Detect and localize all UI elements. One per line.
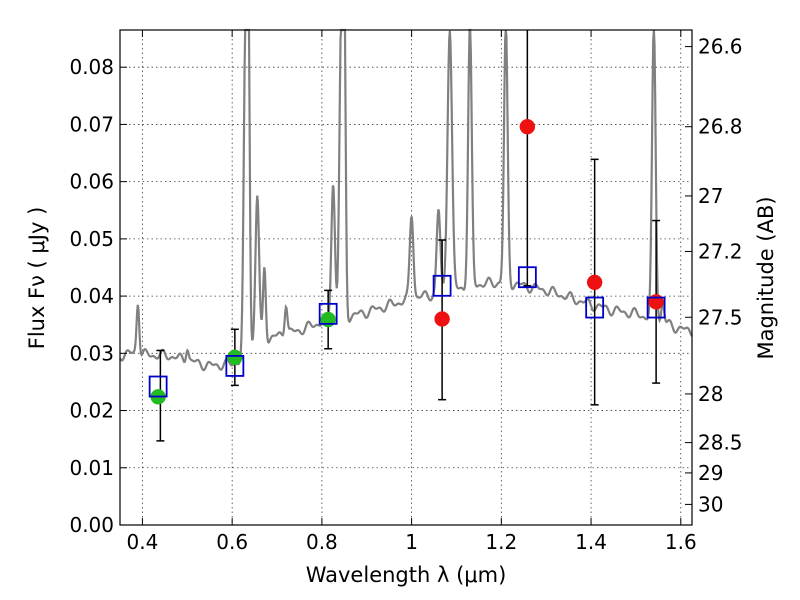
marker-layer bbox=[148, 118, 666, 405]
right-tick-label: 28.5 bbox=[698, 431, 743, 455]
x-tick-label: 0.8 bbox=[306, 530, 338, 554]
observed-flux-point bbox=[586, 274, 603, 291]
x-tick-label: 0.6 bbox=[216, 530, 248, 554]
right-tick-label: 29 bbox=[698, 461, 723, 485]
spectrum-layer bbox=[119, 28, 693, 372]
right-tick-label: 26.6 bbox=[698, 35, 743, 59]
y-tick-label: 0.02 bbox=[69, 399, 114, 423]
right-axis-title: Magnitude (AB) bbox=[754, 196, 778, 359]
observed-flux-point bbox=[434, 311, 450, 327]
right-tick-label: 27.5 bbox=[698, 305, 743, 329]
axis-ticks: 0.4 0.6 0.8 1 1.2 1.4 1.6 0.00 0.01 0.02 0.03 0.04 0… bbox=[69, 30, 743, 554]
y-tick-label: 0.05 bbox=[69, 227, 114, 251]
model-photometry-square bbox=[646, 296, 666, 319]
model-photometry-square bbox=[585, 296, 605, 319]
y-tick-label: 0.01 bbox=[69, 456, 114, 480]
right-tick-label: 27.2 bbox=[698, 239, 743, 263]
x-axis-title: Wavelength λ (μm) bbox=[306, 563, 507, 587]
x-tick-label: 1.4 bbox=[575, 530, 607, 554]
x-tick-label: 0.4 bbox=[127, 530, 159, 554]
x-tick-label: 1.6 bbox=[665, 530, 697, 554]
plot-frame bbox=[119, 29, 693, 526]
observed-flux-point bbox=[519, 118, 536, 135]
model-photometry-square bbox=[148, 375, 168, 398]
y-tick-label: 0.03 bbox=[69, 341, 114, 365]
y-tick-label: 0.04 bbox=[69, 284, 114, 308]
y-tick-label: 0.07 bbox=[69, 112, 114, 136]
model-spectrum-line bbox=[119, 28, 693, 372]
observed-flux-point bbox=[227, 349, 243, 366]
x-tick-label: 1.2 bbox=[485, 530, 517, 554]
y-tick-label: 0.08 bbox=[69, 55, 114, 79]
model-photometry-square bbox=[318, 302, 338, 325]
right-tick-label: 28 bbox=[698, 382, 723, 406]
right-tick-label: 26.8 bbox=[698, 115, 743, 139]
y-tick-label: 0.06 bbox=[69, 170, 114, 194]
model-photometry-square bbox=[225, 355, 245, 377]
right-tick-label: 27 bbox=[698, 184, 723, 208]
model-photometry-square bbox=[432, 274, 452, 297]
y-tick-label: 0.00 bbox=[69, 513, 114, 537]
y-axis-title: Flux Fν ( μJy ) bbox=[25, 207, 49, 350]
x-tick-label: 1 bbox=[405, 530, 418, 554]
error-bar-layer bbox=[156, 30, 661, 442]
right-tick-label: 30 bbox=[698, 492, 723, 516]
model-photometry-square bbox=[517, 266, 537, 289]
grid-lines bbox=[120, 30, 692, 526]
observed-flux-point bbox=[320, 311, 336, 328]
observed-flux-point bbox=[648, 294, 664, 310]
